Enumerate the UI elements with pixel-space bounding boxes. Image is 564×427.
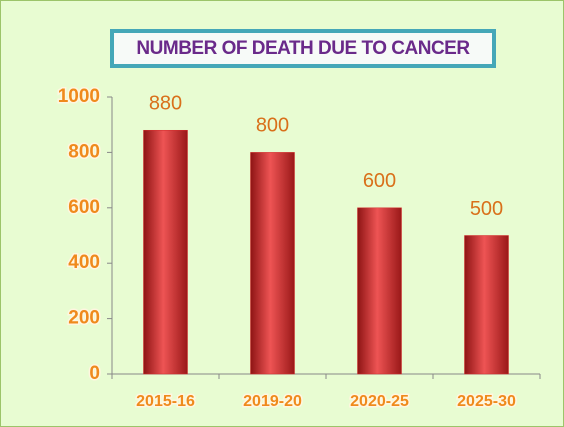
y-tick-label: 800	[68, 141, 100, 162]
y-tick-label: 400	[68, 252, 100, 273]
bar	[143, 129, 188, 375]
value-label: 600	[363, 170, 396, 192]
value-label: 880	[149, 93, 182, 115]
bar	[464, 235, 509, 375]
x-tick-label: 2020-25	[350, 393, 409, 410]
x-tick-label: 2019-20	[243, 393, 302, 410]
value-label: 500	[470, 198, 503, 220]
y-tick-label: 600	[68, 197, 100, 218]
x-tick-label: 2025-30	[457, 393, 516, 410]
y-tick-label: 0	[89, 363, 100, 384]
title-box	[110, 29, 496, 68]
y-tick-label: 200	[68, 308, 100, 329]
y-tick-label: 1000	[58, 86, 100, 107]
bar	[357, 207, 402, 375]
x-tick-label: 2015-16	[136, 393, 195, 410]
value-label: 800	[256, 115, 289, 137]
bar	[250, 152, 295, 375]
chart-title: NUMBER OF DEATH DUE TO CANCER	[136, 38, 470, 59]
